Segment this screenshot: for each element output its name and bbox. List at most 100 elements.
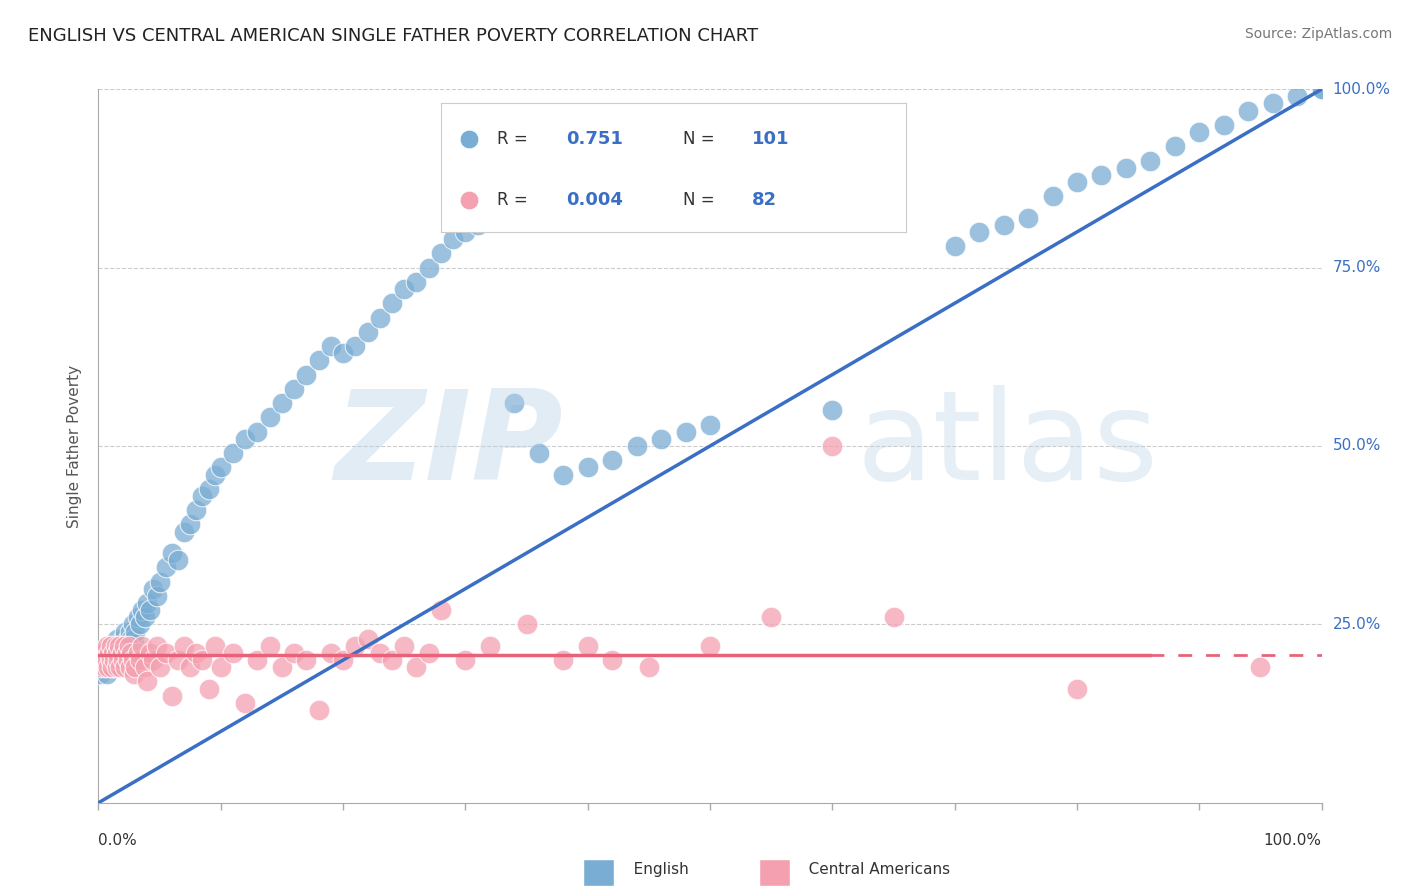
Point	[91, 660, 114, 674]
Point	[142, 653, 165, 667]
Point	[186, 646, 208, 660]
Point	[1090, 168, 1112, 182]
Point	[167, 553, 190, 567]
Point	[527, 446, 550, 460]
Text: 100.0%: 100.0%	[1264, 833, 1322, 848]
Point	[993, 218, 1015, 232]
Point	[173, 639, 195, 653]
Point	[155, 646, 177, 660]
Point	[576, 460, 599, 475]
Point	[1237, 103, 1260, 118]
Point	[136, 596, 159, 610]
Point	[675, 425, 697, 439]
Point	[430, 246, 453, 260]
Text: ENGLISH VS CENTRAL AMERICAN SINGLE FATHER POVERTY CORRELATION CHART: ENGLISH VS CENTRAL AMERICAN SINGLE FATHE…	[28, 27, 758, 45]
Point	[319, 646, 342, 660]
Text: 100.0%: 100.0%	[1333, 82, 1391, 96]
Point	[120, 646, 142, 660]
Point	[270, 396, 294, 410]
Point	[89, 667, 111, 681]
Point	[821, 439, 844, 453]
Point	[131, 639, 153, 653]
Point	[222, 646, 245, 660]
Point	[441, 232, 464, 246]
Point	[91, 653, 114, 667]
Point	[94, 660, 117, 674]
Point	[111, 632, 134, 646]
Point	[1286, 89, 1309, 103]
Point	[117, 653, 139, 667]
Point	[1115, 161, 1137, 175]
Y-axis label: Single Father Poverty: Single Father Poverty	[67, 365, 83, 527]
Point	[129, 617, 152, 632]
Point	[134, 660, 156, 674]
Point	[160, 546, 183, 560]
Point	[142, 582, 165, 596]
Point	[115, 646, 138, 660]
Point	[111, 653, 134, 667]
Point	[356, 632, 378, 646]
Point	[405, 660, 427, 674]
Point	[283, 646, 305, 660]
Point	[105, 660, 128, 674]
Point	[418, 260, 440, 275]
Point	[112, 639, 135, 653]
Point	[136, 674, 159, 689]
Point	[270, 660, 294, 674]
Text: 0.0%: 0.0%	[98, 833, 138, 848]
Point	[430, 603, 453, 617]
Point	[209, 460, 232, 475]
Point	[191, 653, 214, 667]
Point	[111, 646, 134, 660]
Text: Source: ZipAtlas.com: Source: ZipAtlas.com	[1244, 27, 1392, 41]
Point	[115, 646, 138, 660]
Point	[100, 639, 122, 653]
Point	[405, 275, 427, 289]
Point	[1017, 211, 1039, 225]
Point	[100, 660, 122, 674]
Point	[186, 503, 208, 517]
Point	[283, 382, 305, 396]
Point	[222, 446, 245, 460]
Point	[118, 639, 141, 653]
Point	[600, 453, 623, 467]
Text: English: English	[619, 863, 689, 877]
Point	[179, 660, 201, 674]
Point	[149, 660, 172, 674]
Point	[173, 524, 195, 539]
Point	[127, 646, 149, 660]
Point	[100, 639, 122, 653]
Point	[167, 653, 190, 667]
Text: 75.0%: 75.0%	[1333, 260, 1381, 275]
Point	[381, 296, 404, 310]
Point	[233, 696, 256, 710]
Point	[121, 617, 143, 632]
Point	[98, 646, 121, 660]
Point	[650, 432, 672, 446]
Point	[209, 660, 232, 674]
Point	[127, 610, 149, 624]
Point	[105, 646, 128, 660]
Point	[122, 667, 145, 681]
Point	[105, 632, 128, 646]
Text: Central Americans: Central Americans	[794, 863, 950, 877]
Point	[121, 653, 143, 667]
Point	[96, 667, 118, 681]
Point	[1310, 82, 1333, 96]
Point	[101, 653, 124, 667]
Point	[90, 646, 112, 660]
Point	[454, 653, 477, 667]
Point	[124, 624, 146, 639]
Point	[124, 660, 146, 674]
Point	[114, 624, 136, 639]
Point	[139, 646, 162, 660]
Point	[97, 660, 120, 674]
Point	[91, 653, 114, 667]
Point	[101, 646, 124, 660]
Point	[94, 653, 117, 667]
Point	[233, 432, 256, 446]
Point	[503, 396, 526, 410]
Point	[392, 639, 416, 653]
Point	[131, 603, 153, 617]
Point	[98, 646, 121, 660]
